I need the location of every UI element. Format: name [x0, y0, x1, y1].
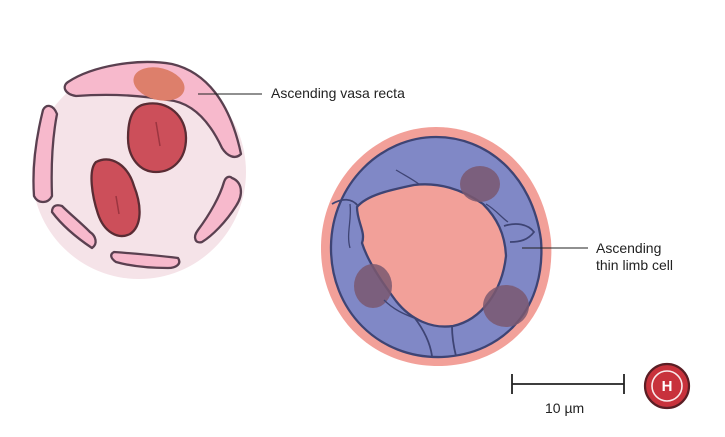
red-blood-cell-lower: [90, 158, 141, 238]
endothelial-nucleus: [133, 67, 185, 101]
label-line: thin limb cell: [596, 257, 674, 273]
cell-junction: [485, 203, 509, 223]
cell-junction: [451, 325, 457, 357]
rbc-fold: [155, 121, 161, 147]
vasa-recta-lumen: [32, 65, 246, 279]
scale-bar-label: 10 µm: [545, 400, 585, 416]
thin-limb-tubule: [320, 127, 552, 367]
cell-junction: [347, 203, 352, 249]
endothelial-cell-bottom: [110, 250, 181, 270]
endothelial-cell-top: [63, 60, 243, 158]
cell-junction: [395, 169, 421, 186]
label-line: Ascending: [596, 240, 662, 256]
logo-letter: H: [662, 378, 673, 395]
brand-logo-icon: H: [643, 362, 691, 410]
rbc-fold: [115, 195, 120, 215]
thin-limb-nucleus: [460, 166, 500, 202]
vasa-recta: [32, 60, 246, 279]
thin-limb-nucleus: [483, 285, 529, 327]
endothelial-cell-right: [193, 175, 243, 244]
label-ascending-vasa-recta: Ascending vasa recta: [271, 85, 405, 101]
endothelial-cell-left: [32, 104, 59, 204]
red-blood-cell-upper: [126, 102, 188, 174]
scale-bar: [511, 374, 625, 394]
thin-limb-nucleus: [354, 264, 392, 308]
cell-junction: [413, 316, 433, 357]
endothelial-cell-bottom-left: [50, 204, 97, 250]
cell-junction: [383, 299, 415, 319]
cell-junction: [503, 223, 536, 243]
cell-junction: [331, 198, 359, 207]
label-ascending-thin-limb-cell: Ascending thin limb cell: [596, 240, 673, 274]
